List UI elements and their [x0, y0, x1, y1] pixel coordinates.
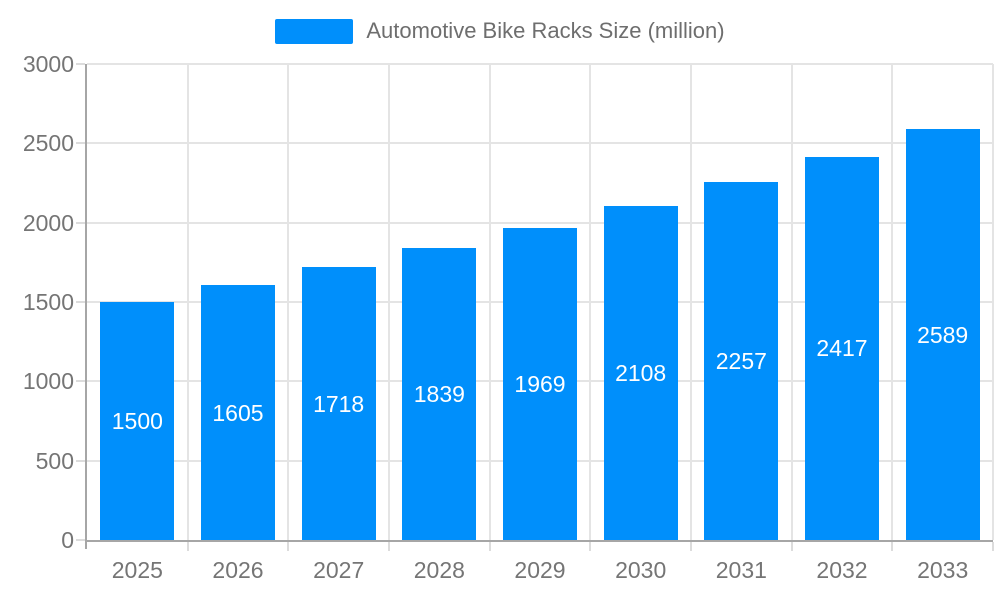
y-axis-tick — [76, 301, 85, 303]
bar-value-label: 1718 — [313, 390, 365, 417]
y-axis-tick — [76, 142, 85, 145]
bar-2030[interactable]: 2108 — [603, 205, 678, 540]
y-axis-tick — [76, 539, 85, 541]
gridline-vertical — [790, 64, 793, 540]
x-tick-label: 2029 — [514, 557, 566, 583]
legend-swatch — [275, 18, 354, 44]
x-axis-tick — [992, 542, 994, 551]
x-tick-label: 2032 — [816, 557, 868, 583]
bar-value-label: 1969 — [514, 370, 566, 397]
gridline-vertical — [992, 64, 994, 540]
x-axis-tick — [488, 542, 491, 551]
bar-value-label: 2589 — [917, 321, 969, 348]
x-axis-tick — [790, 542, 793, 551]
gridline-vertical — [891, 64, 894, 540]
gridline-horizontal — [87, 63, 993, 65]
bar-2033[interactable]: 2589 — [905, 129, 980, 540]
gridline-vertical — [689, 64, 692, 540]
y-tick-label: 1000 — [22, 368, 74, 395]
bar-value-label: 2417 — [816, 335, 868, 362]
bar-value-label: 1839 — [413, 381, 465, 408]
gridline-vertical — [287, 64, 290, 540]
y-axis-tick — [76, 221, 85, 224]
x-tick-label: 2027 — [313, 557, 365, 583]
bar-2026[interactable]: 1605 — [200, 285, 275, 540]
y-tick-label: 1500 — [22, 289, 74, 315]
bar-2025[interactable]: 1500 — [100, 302, 175, 540]
y-axis-tick — [76, 380, 85, 383]
x-tick-label: 2031 — [715, 557, 767, 583]
plot-area: 1500 1605 1718 1839 1969 2108 2257 2417 2589 — [76, 63, 994, 551]
gridline-horizontal — [87, 142, 993, 145]
x-tick-label: 2025 — [111, 557, 163, 583]
y-tick-label: 3000 — [22, 51, 74, 77]
x-tick-label: 2028 — [413, 557, 465, 583]
legend-label: Automotive Bike Racks Size (million) — [366, 18, 725, 43]
x-axis-tick — [387, 542, 390, 551]
x-axis-tick — [589, 542, 592, 551]
bar-2028[interactable]: 1839 — [402, 248, 477, 540]
bar-value-label: 2257 — [715, 347, 767, 374]
x-axis-line — [85, 540, 993, 542]
y-axis-labels: 0 500 1000 1500 2000 2500 3000 — [0, 51, 74, 553]
bar-2027[interactable]: 1718 — [301, 267, 376, 540]
bar-2031[interactable]: 2257 — [704, 181, 779, 540]
x-axis-tick — [287, 542, 290, 551]
bar-value-label: 1500 — [111, 408, 163, 434]
y-tick-label: 500 — [35, 447, 74, 474]
x-tick-label: 2033 — [917, 557, 969, 583]
y-axis-line — [85, 64, 87, 549]
y-axis-tick — [76, 459, 85, 462]
x-axis-tick — [186, 542, 189, 551]
gridline-horizontal — [87, 221, 993, 224]
bar-2032[interactable]: 2417 — [805, 156, 879, 540]
gridline-vertical — [186, 64, 189, 540]
y-tick-label: 2500 — [22, 130, 74, 157]
legend-item[interactable]: Automotive Bike Racks Size (million) — [0, 16, 1000, 46]
y-tick-label: 0 — [61, 527, 74, 553]
x-tick-label: 2026 — [212, 557, 264, 583]
gridline-vertical — [488, 64, 491, 540]
x-axis-labels: 2025 2026 2027 2028 2029 2030 2031 2032 2033 — [87, 555, 993, 587]
y-tick-label: 2000 — [22, 209, 74, 236]
gridline-vertical — [387, 64, 390, 540]
bar-value-label: 1605 — [212, 399, 264, 426]
y-axis-tick — [76, 63, 85, 65]
x-tick-label: 2030 — [615, 557, 667, 583]
x-axis-tick — [891, 542, 894, 551]
x-axis-tick — [689, 542, 692, 551]
gridline-vertical — [589, 64, 592, 540]
bar-value-label: 2108 — [615, 359, 667, 386]
bar-2029[interactable]: 1969 — [503, 227, 577, 540]
